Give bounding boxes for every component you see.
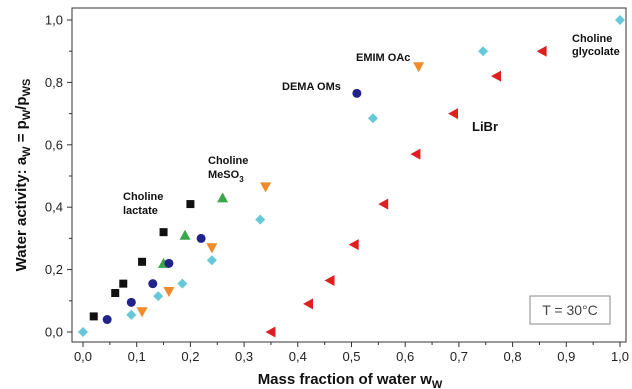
x-tick-label: 0,9 xyxy=(557,349,575,364)
point-emim-oac xyxy=(136,307,148,318)
y-tick-label: 0,2 xyxy=(45,262,63,277)
point-libr xyxy=(536,45,547,57)
series-labels: Choline lactate Choline MeSO3 DEMA OMs EMIM O… xyxy=(123,33,620,217)
point-choline-glycolate xyxy=(367,113,378,124)
point-libr xyxy=(324,275,335,287)
point-choline-glycolate xyxy=(615,15,625,25)
x-axis-title: Mass fraction of water wW xyxy=(258,371,443,389)
y-tick-label: 1,0 xyxy=(45,13,63,28)
point-choline-meso3 xyxy=(217,192,229,203)
x-tick-label: 0,0 xyxy=(74,349,92,364)
point-choline-lactate xyxy=(138,257,147,266)
temperature-label: T = 30°C xyxy=(542,302,598,318)
y-tick-label: 0,8 xyxy=(45,75,63,90)
point-choline-glycolate xyxy=(255,214,266,225)
x-axis-title-main: Mass fraction of water w xyxy=(258,371,433,388)
x-tick-label: 0,2 xyxy=(181,349,199,364)
point-libr xyxy=(348,239,359,251)
x-tick-label: 0,3 xyxy=(235,349,253,364)
x-tick-label: 0,8 xyxy=(504,349,522,364)
x-tick-label: 0,1 xyxy=(128,349,146,364)
point-dema-oms xyxy=(148,279,158,289)
point-choline-glycolate xyxy=(78,327,88,337)
point-dema-oms xyxy=(126,297,136,307)
point-libr xyxy=(448,108,459,120)
data-points xyxy=(78,15,625,338)
point-dema-oms xyxy=(352,88,362,98)
point-dema-oms xyxy=(164,258,174,268)
y-tick-label: 0,4 xyxy=(45,200,63,215)
point-dema-oms xyxy=(196,233,206,243)
y-tick-label: 0,6 xyxy=(45,137,63,152)
point-choline-glycolate xyxy=(206,255,217,266)
point-libr xyxy=(490,70,501,82)
label-emim-oac: EMIM OAc xyxy=(356,52,410,64)
x-tick-label: 0,7 xyxy=(450,349,468,364)
point-choline-glycolate xyxy=(177,278,188,289)
label-choline-lactate: Choline lactate xyxy=(123,191,163,217)
y-tick-label: 0,0 xyxy=(45,325,63,340)
point-emim-oac xyxy=(206,243,218,254)
point-emim-oac xyxy=(163,286,175,297)
y-axis-title: Water activity: aW = pW/pWS xyxy=(13,79,33,272)
label-dema-oms: DEMA OMs xyxy=(282,81,341,93)
temperature-box: T = 30°C xyxy=(529,295,611,325)
label-choline-glycolate: Choline glycolate xyxy=(572,33,620,58)
point-libr xyxy=(303,298,314,310)
point-emim-oac xyxy=(413,62,425,73)
point-choline-lactate xyxy=(186,200,195,209)
point-dema-oms xyxy=(102,315,112,325)
point-choline-lactate xyxy=(89,312,98,321)
point-libr xyxy=(378,198,389,210)
point-choline-lactate xyxy=(119,279,128,288)
point-choline-glycolate xyxy=(153,291,164,302)
point-emim-oac xyxy=(260,182,272,193)
point-choline-lactate xyxy=(159,228,168,237)
x-tick-label: 1,0 xyxy=(611,349,629,364)
tick-labels: 0,0 0,1 0,2 0,3 0,4 0,5 0,6 0,7 0,8 0,9 1,0 0,0 0,2 0… xyxy=(45,13,629,365)
label-choline-meso3: Choline MeSO3 xyxy=(208,155,248,184)
label-libr: LiBr xyxy=(472,119,498,134)
plot-frame xyxy=(71,7,627,343)
x-tick-label: 0,6 xyxy=(396,349,414,364)
x-tick-label: 0,4 xyxy=(289,349,307,364)
ticks xyxy=(67,19,621,347)
point-choline-glycolate xyxy=(126,309,137,320)
point-libr xyxy=(410,148,421,160)
x-axis-title-sub: W xyxy=(432,379,443,389)
point-choline-lactate xyxy=(111,289,120,297)
x-tick-label: 0,5 xyxy=(342,349,360,364)
point-choline-glycolate xyxy=(478,46,489,57)
point-libr xyxy=(265,326,276,338)
point-choline-meso3 xyxy=(179,229,191,240)
